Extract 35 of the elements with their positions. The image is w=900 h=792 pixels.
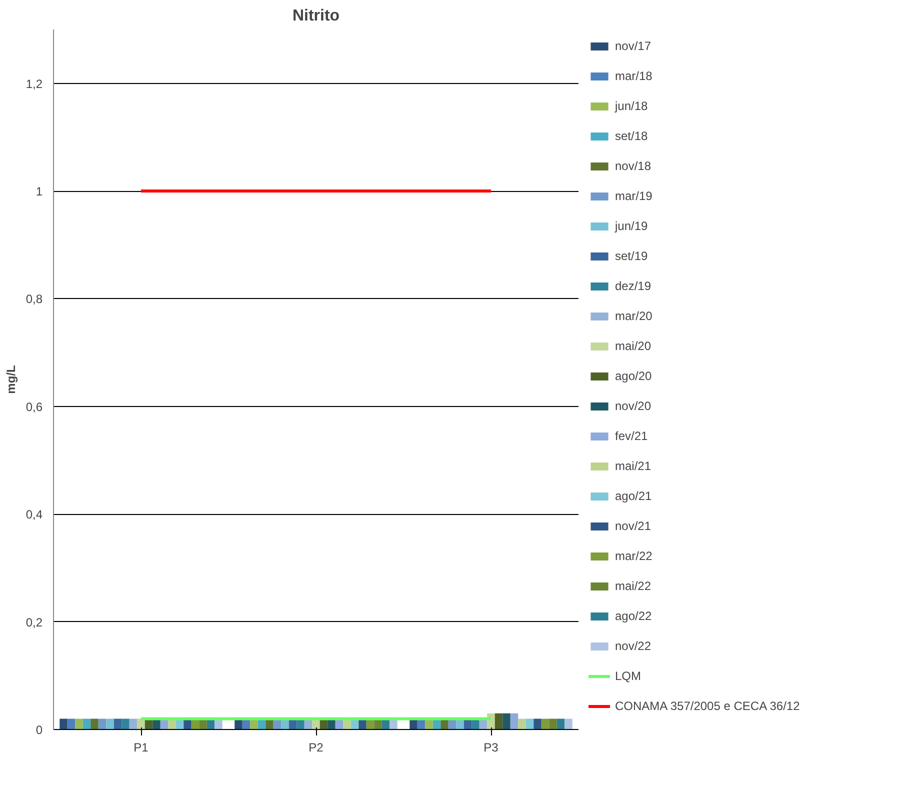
y-axis-title: mg/L [4, 365, 18, 394]
legend-label: mar/20 [615, 309, 652, 323]
y-tick-label: 0,8 [26, 292, 43, 306]
y-tick-label: 0,6 [26, 400, 43, 414]
x-tick-label: P3 [484, 740, 499, 754]
legend-label: set/19 [615, 249, 648, 263]
legend-label: ago/22 [615, 609, 652, 623]
legend-label: set/18 [615, 129, 648, 143]
chart-title: Nitrito [292, 8, 340, 24]
legend-label: nov/20 [615, 399, 652, 413]
legend-label: nov/22 [615, 639, 652, 653]
y-tick-label: 0 [36, 723, 43, 737]
legend-label: mai/20 [615, 339, 652, 353]
legend-label: fev/21 [615, 429, 648, 443]
legend-label: jun/18 [615, 99, 648, 113]
x-tick-label: P2 [308, 740, 324, 754]
legend-label: mar/22 [615, 549, 652, 563]
legend-label: LQM [615, 669, 642, 683]
legend-label: nov/18 [615, 159, 652, 173]
legend-label: mar/18 [615, 69, 652, 83]
legend-label: mai/21 [615, 459, 652, 473]
legend-label: mar/19 [615, 189, 652, 203]
legend-label: mai/22 [615, 579, 652, 593]
legend-label: nov/21 [615, 519, 652, 533]
y-tick-label: 0,2 [26, 615, 43, 630]
legend-label: dez/19 [615, 279, 652, 293]
legend-label: ago/21 [615, 489, 652, 503]
y-tick-label: 0,4 [26, 508, 43, 522]
legend-label: jun/19 [615, 219, 648, 233]
legend-label: nov/17 [615, 39, 652, 53]
legend-label: ago/20 [615, 369, 652, 383]
y-tick-label: 1,2 [26, 76, 43, 91]
x-tick-label: P1 [134, 740, 149, 754]
y-tick-label: 1 [36, 184, 43, 199]
legend-label: CONAMA 357/2005 e CECA 36/12 [615, 699, 800, 713]
